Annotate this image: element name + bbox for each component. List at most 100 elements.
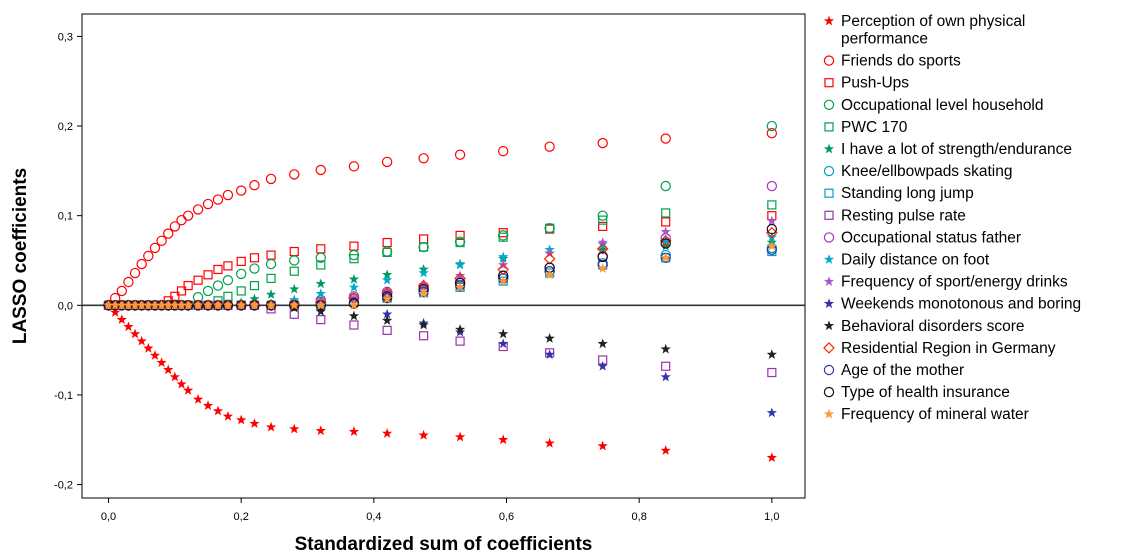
legend-marker-star bbox=[823, 276, 835, 286]
data-point-series-0 bbox=[143, 342, 154, 353]
data-point-series-2 bbox=[203, 270, 213, 280]
data-point-series-1 bbox=[129, 267, 141, 279]
data-point-series-2 bbox=[661, 217, 671, 227]
legend-marker-circle bbox=[823, 386, 835, 398]
legend-label: Age of the mother bbox=[841, 362, 964, 379]
data-point-series-0 bbox=[289, 423, 300, 434]
data-point-series-0 bbox=[348, 426, 360, 437]
data-point-series-2 bbox=[213, 264, 223, 275]
legend-label: Resting pulse rate bbox=[841, 207, 966, 224]
x-tick-label: 0,0 bbox=[101, 511, 116, 523]
data-point-series-13 bbox=[660, 343, 671, 354]
legend-marker-star bbox=[823, 254, 835, 264]
data-point-series-1 bbox=[156, 235, 167, 246]
data-point-series-13 bbox=[766, 349, 777, 359]
data-point-series-0 bbox=[176, 378, 187, 389]
data-point-series-1 bbox=[182, 210, 194, 221]
data-point-series-16 bbox=[766, 223, 778, 235]
data-point-series-2 bbox=[183, 280, 193, 291]
data-point-series-2 bbox=[455, 230, 465, 240]
data-point-series-5 bbox=[265, 289, 277, 299]
data-point-series-1 bbox=[348, 161, 360, 172]
legend-label: Friends do sports bbox=[841, 53, 961, 70]
data-point-series-14 bbox=[659, 234, 672, 247]
data-point-series-0 bbox=[136, 335, 147, 346]
legend-item: Frequency of mineral water bbox=[823, 406, 1029, 423]
data-point-series-1 bbox=[192, 204, 204, 215]
data-point-series-1 bbox=[212, 194, 224, 205]
data-point-series-0 bbox=[418, 429, 429, 440]
legend-item: Behavioral disorders score bbox=[823, 318, 1025, 335]
data-point-series-2 bbox=[598, 221, 608, 232]
data-point-series-17 bbox=[123, 299, 134, 310]
data-point-series-5 bbox=[348, 273, 360, 284]
data-point-series-17 bbox=[660, 252, 671, 263]
data-point-series-3 bbox=[348, 249, 360, 261]
data-point-series-16 bbox=[660, 238, 671, 249]
data-point-series-10 bbox=[315, 288, 326, 299]
legend-marker-diamond bbox=[823, 342, 835, 354]
legend-marker-circle bbox=[823, 55, 835, 66]
data-point-series-0 bbox=[381, 428, 393, 438]
y-tick-label: -0,2 bbox=[54, 480, 73, 492]
legend-marker-square bbox=[824, 122, 834, 132]
data-point-series-11 bbox=[597, 237, 608, 247]
data-point-series-1 bbox=[660, 133, 671, 144]
x-tick-label: 0,8 bbox=[632, 511, 647, 523]
legend-label: Frequency of sport/energy drinks bbox=[841, 274, 1068, 291]
data-point-series-11 bbox=[660, 226, 671, 237]
data-point-series-0 bbox=[202, 400, 214, 411]
data-point-series-17 bbox=[766, 240, 777, 251]
data-point-series-0 bbox=[766, 452, 777, 463]
data-point-series-17 bbox=[176, 299, 187, 310]
legend-label: Occupational status father bbox=[841, 229, 1021, 246]
data-point-series-8 bbox=[661, 361, 671, 371]
data-point-series-0 bbox=[660, 445, 671, 455]
data-point-series-0 bbox=[182, 385, 194, 395]
data-point-series-0 bbox=[236, 414, 247, 425]
y-axis-ticks: -0,2 -0,1 0,0 0,1 0,2 0,3 bbox=[54, 31, 82, 492]
legend-item: PWC 170 bbox=[824, 119, 908, 136]
data-point-series-16 bbox=[348, 298, 360, 309]
legend-label: performance bbox=[841, 31, 928, 48]
data-point-series-12 bbox=[544, 349, 555, 359]
legend-label: Residential Region in Germany bbox=[841, 340, 1056, 357]
data-point-series-17 bbox=[418, 288, 429, 299]
y-tick-label: 0,2 bbox=[58, 121, 73, 133]
data-point-series-14 bbox=[497, 263, 510, 276]
data-point-series-1 bbox=[766, 128, 778, 139]
legend-marker-circle bbox=[823, 232, 835, 243]
data-point-series-2 bbox=[249, 253, 260, 263]
y-tick-label: 0,1 bbox=[58, 211, 73, 223]
legend-label: Push-Ups bbox=[841, 75, 909, 92]
data-point-series-11 bbox=[766, 215, 777, 226]
data-point-series-16 bbox=[597, 251, 608, 263]
legend-marker-circle bbox=[823, 165, 835, 177]
y-tick-label: 0,0 bbox=[58, 300, 73, 312]
data-point-series-10 bbox=[454, 259, 466, 270]
y-tick-label: 0,3 bbox=[58, 31, 73, 43]
data-point-series-13 bbox=[348, 310, 360, 321]
data-point-series-4 bbox=[236, 286, 246, 296]
legend-marker-square bbox=[824, 210, 834, 220]
data-point-series-8 bbox=[455, 336, 465, 346]
data-point-series-17 bbox=[315, 299, 326, 310]
data-point-series-17 bbox=[156, 299, 167, 310]
data-points bbox=[102, 120, 778, 463]
data-point-series-15 bbox=[454, 280, 466, 291]
data-point-series-17 bbox=[169, 299, 180, 310]
data-point-series-10 bbox=[766, 231, 777, 242]
data-point-series-2 bbox=[176, 286, 187, 296]
data-point-series-17 bbox=[498, 275, 509, 286]
data-point-series-8 bbox=[382, 325, 392, 335]
legend-item: Type of health insurance bbox=[823, 384, 1010, 401]
data-point-series-1 bbox=[163, 228, 174, 239]
data-point-series-8 bbox=[349, 320, 359, 330]
data-point-series-13 bbox=[454, 324, 466, 334]
data-point-series-0 bbox=[222, 411, 234, 421]
legend-label: PWC 170 bbox=[841, 119, 908, 136]
data-point-series-17 bbox=[222, 299, 234, 310]
data-point-series-4 bbox=[266, 273, 276, 284]
